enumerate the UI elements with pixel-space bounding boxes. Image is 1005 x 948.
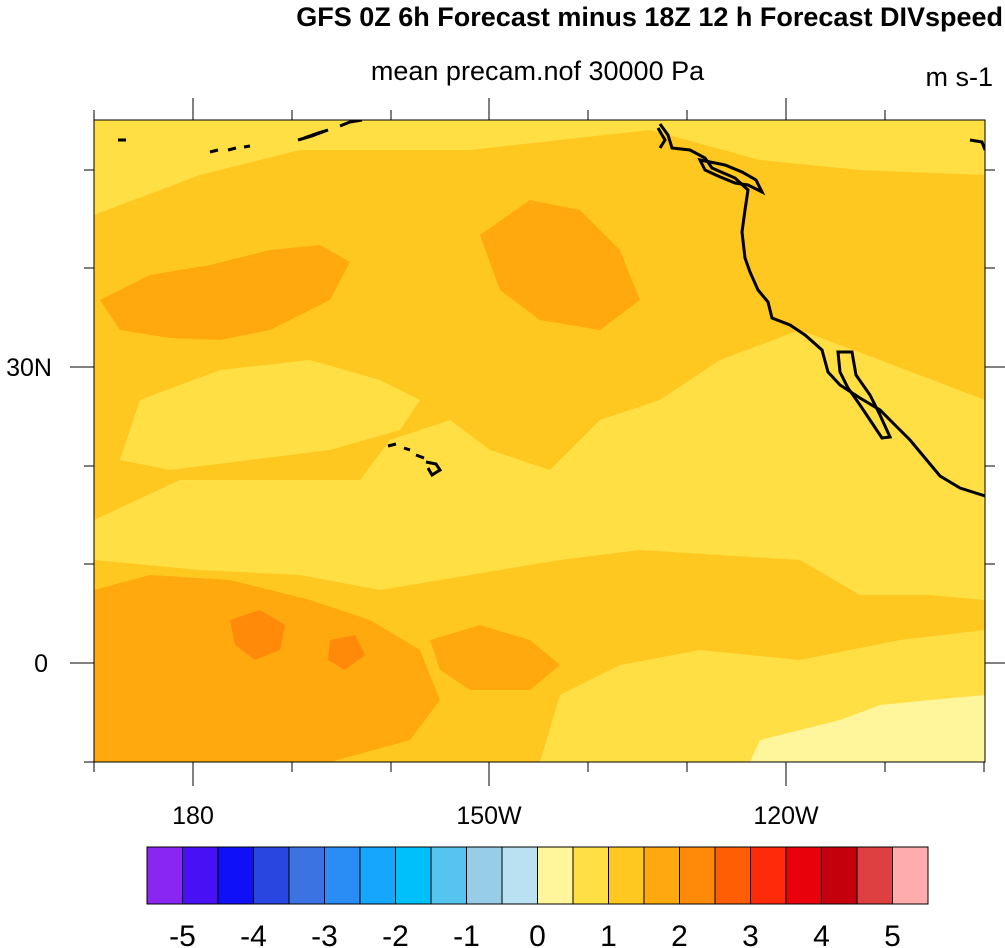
colorbar-swatch: [182, 846, 219, 905]
colorbar-label: 4: [813, 920, 830, 948]
colorbar-swatch: [821, 846, 858, 905]
colorbar-swatch: [892, 846, 929, 905]
coastline-vancouver-island: [697, 157, 766, 196]
colorbar-label: -4: [240, 920, 267, 948]
colorbar-label: -1: [453, 920, 480, 948]
colorbar-label: 2: [671, 920, 688, 948]
coastline-aleutians-3: [209, 144, 251, 154]
map-title: GFS 0Z 6h Forecast minus 18Z 12 h Foreca…: [296, 2, 1003, 32]
colorbar-label: -5: [169, 920, 196, 948]
fill-stronger-southwest-2: [328, 635, 365, 670]
colorbar-swatch: [466, 846, 503, 905]
colorbar-swatch: [501, 846, 538, 905]
colorbar-swatch: [395, 846, 432, 905]
colorbar-label: 0: [529, 920, 546, 948]
colorbar-swatch: [679, 846, 716, 905]
colorbar-label: 1: [600, 920, 617, 948]
fill-strong-southwest: [94, 575, 440, 762]
colorbar-swatch: [856, 846, 893, 905]
colorbar-swatch: [537, 846, 574, 905]
colorbar-swatch: [430, 846, 467, 905]
colorbar-swatch: [253, 846, 290, 905]
colorbar-swatch: [572, 846, 609, 905]
coastline-baja-california: [836, 350, 893, 440]
colorbar-swatch: [324, 846, 361, 905]
fill-light-west: [120, 360, 420, 470]
colorbar-label: 3: [742, 920, 759, 948]
lon-label-120w: 120W: [753, 802, 819, 830]
fill-pale-southeast: [750, 695, 985, 762]
units-label: m s-1: [925, 62, 994, 92]
coastline-east-top: [969, 138, 985, 151]
colorbar-label: -2: [382, 920, 409, 948]
colorbar-swatch: [608, 846, 645, 905]
colorbar-swatch: [714, 846, 751, 905]
lat-label-30n: 30N: [6, 354, 52, 382]
coastlines: [118, 120, 985, 498]
lat-label-0: 0: [34, 650, 48, 678]
colorbar: [146, 846, 929, 905]
contour-fill: [94, 120, 985, 762]
colorbar-labels: -5 -4 -3 -2 -1 0 1 2 3 4 5: [169, 920, 901, 948]
map-frame: [70, 98, 1005, 786]
lon-label-180: 180: [172, 802, 214, 830]
colorbar-swatch: [288, 846, 325, 905]
colorbar-label: -3: [311, 920, 338, 948]
coastline-aleutians-2: [339, 120, 363, 128]
colorbar-swatch: [146, 846, 183, 905]
coastline-north-islands: [656, 127, 667, 149]
map-border: [93, 119, 986, 763]
colorbar-swatch: [643, 846, 680, 905]
fill-stronger-southwest: [230, 610, 285, 660]
colorbar-swatch: [359, 846, 396, 905]
colorbar-swatch: [217, 846, 254, 905]
coastline-aleutians-1: [297, 128, 329, 142]
fill-strong-north-central: [480, 200, 640, 330]
fill-light-north: [94, 120, 985, 215]
colorbar-label: 5: [884, 920, 901, 948]
fill-light-central: [94, 330, 985, 600]
colorbar-swatch: [750, 846, 787, 905]
map-subtitle: mean precam.nof 30000 Pa: [370, 56, 705, 86]
fill-strong-northwest: [100, 245, 350, 340]
colorbar-swatch: [785, 846, 822, 905]
fill-strong-south-central: [430, 625, 560, 690]
coastline-hawaii: [387, 442, 443, 478]
lon-label-150w: 150W: [456, 802, 522, 830]
